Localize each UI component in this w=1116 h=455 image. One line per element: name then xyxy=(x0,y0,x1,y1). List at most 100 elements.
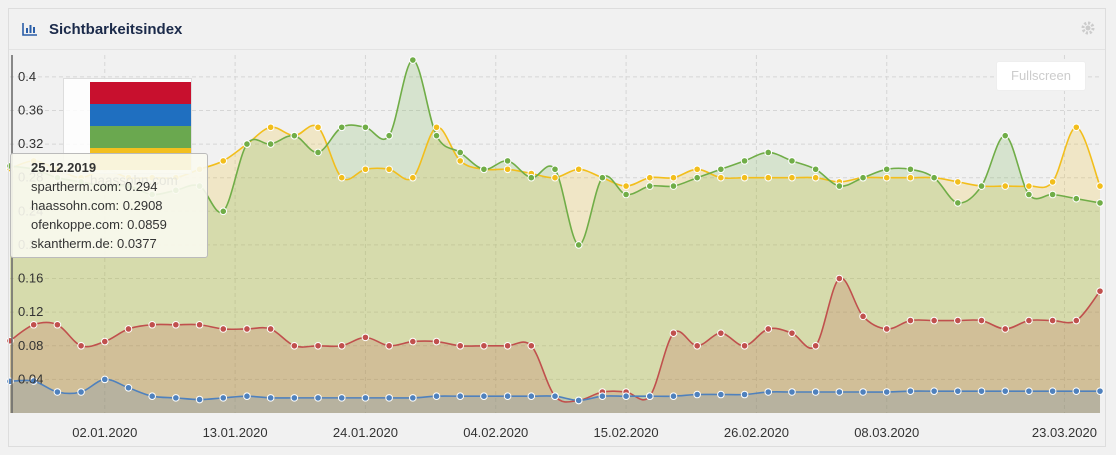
point xyxy=(361,394,370,402)
point xyxy=(219,207,228,216)
point xyxy=(930,387,938,395)
point xyxy=(930,173,938,182)
point xyxy=(788,388,796,396)
point xyxy=(432,123,441,132)
point xyxy=(693,173,701,182)
point xyxy=(385,131,393,140)
point xyxy=(740,390,749,399)
point xyxy=(432,392,441,400)
point xyxy=(1072,123,1081,132)
point xyxy=(266,123,275,132)
point xyxy=(622,182,630,190)
point xyxy=(361,165,370,174)
point xyxy=(503,165,512,174)
point xyxy=(1072,316,1081,325)
point xyxy=(669,182,678,190)
point xyxy=(1096,287,1104,295)
point xyxy=(266,325,275,333)
point xyxy=(811,165,820,174)
point xyxy=(148,320,156,329)
legend-marker xyxy=(90,82,191,104)
point xyxy=(1048,190,1057,199)
point xyxy=(219,157,228,165)
point xyxy=(906,316,915,325)
tooltip-item: skantherm.de: 0.0377 xyxy=(11,234,207,253)
point xyxy=(456,148,465,157)
point xyxy=(195,395,204,404)
point xyxy=(835,182,844,190)
point xyxy=(314,394,322,402)
point xyxy=(954,316,962,325)
point xyxy=(954,178,962,186)
point xyxy=(1072,387,1081,395)
point xyxy=(148,392,156,400)
area xyxy=(10,60,1100,413)
point xyxy=(77,388,85,396)
point xyxy=(693,165,701,174)
point xyxy=(1025,190,1033,199)
point xyxy=(1096,199,1104,207)
point xyxy=(337,173,346,182)
point xyxy=(527,173,536,182)
point xyxy=(717,390,725,399)
x-tick-label: 08.03.2020 xyxy=(854,425,919,440)
point xyxy=(243,140,251,148)
point xyxy=(385,341,393,350)
point xyxy=(693,390,701,399)
point xyxy=(53,388,62,396)
point xyxy=(574,165,583,174)
y-tick-label: 0.36 xyxy=(18,102,43,117)
point xyxy=(811,173,820,182)
point xyxy=(669,329,678,337)
point xyxy=(882,173,891,182)
point xyxy=(645,182,654,190)
x-tick-label: 26.02.2020 xyxy=(724,425,789,440)
point xyxy=(930,316,938,325)
point xyxy=(337,394,346,402)
point xyxy=(527,392,536,400)
point xyxy=(361,333,370,342)
point xyxy=(266,140,275,148)
point xyxy=(882,388,891,396)
tooltip-label: haassohn.com: 0.2908 xyxy=(31,198,163,213)
point xyxy=(290,341,299,350)
point xyxy=(1001,182,1010,190)
point xyxy=(717,329,725,337)
point xyxy=(219,394,228,402)
point xyxy=(811,388,820,396)
point xyxy=(859,312,867,321)
point xyxy=(574,241,583,249)
point xyxy=(456,157,465,165)
point xyxy=(290,131,299,140)
point xyxy=(100,337,109,346)
y-tick-label: 0.16 xyxy=(18,271,43,286)
tooltip: 25.12.2019 spartherm.com: 0.294 haassohn.c… xyxy=(10,153,208,258)
point xyxy=(977,316,986,325)
point xyxy=(29,320,38,329)
point xyxy=(409,173,417,182)
point xyxy=(1048,387,1057,395)
point xyxy=(1048,316,1057,325)
x-tick-label: 23.03.2020 xyxy=(1032,425,1097,440)
point xyxy=(480,392,488,400)
point xyxy=(432,131,441,140)
point xyxy=(622,190,630,199)
point xyxy=(859,173,867,182)
point xyxy=(290,394,299,402)
point xyxy=(1001,131,1010,140)
point xyxy=(1025,316,1033,325)
point xyxy=(551,173,559,182)
point xyxy=(172,394,180,402)
point xyxy=(764,325,773,333)
tooltip-label: skantherm.de: 0.0377 xyxy=(31,236,157,251)
tooltip-title: 25.12.2019 xyxy=(31,160,97,175)
point xyxy=(100,375,109,384)
legend-marker xyxy=(90,126,191,148)
point xyxy=(172,320,180,329)
point xyxy=(551,165,559,174)
point xyxy=(503,157,512,165)
x-tick-label: 04.02.2020 xyxy=(463,425,528,440)
point xyxy=(882,165,891,174)
area xyxy=(10,379,1100,413)
